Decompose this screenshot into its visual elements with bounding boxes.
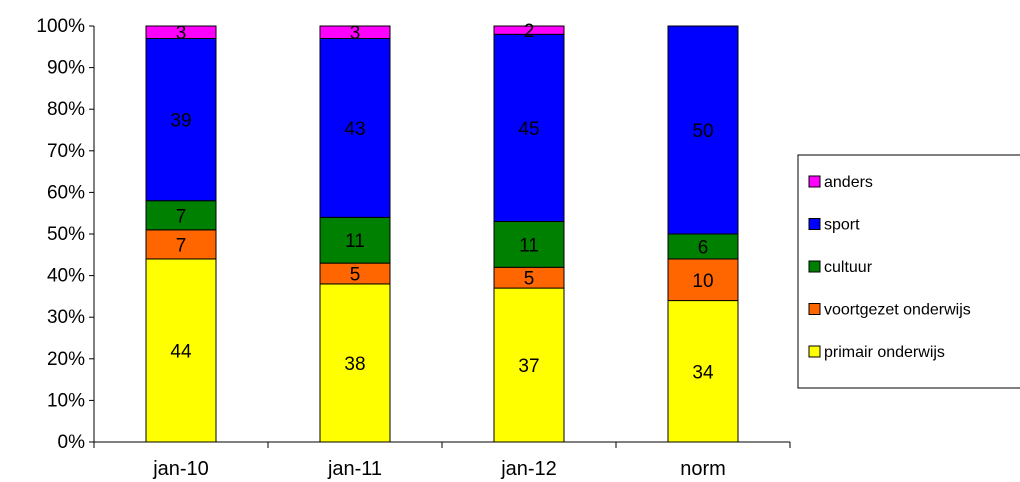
data-label: 7 (176, 206, 187, 227)
y-tick-label: 20% (47, 349, 85, 370)
legend-label: anders (824, 174, 873, 191)
data-label: 11 (519, 235, 539, 256)
bar-segment-4-jan-10 (145, 37, 217, 202)
y-tick-label: 0% (58, 432, 86, 453)
bar-segment-5-jan-12 (493, 25, 565, 35)
data-label: 43 (344, 119, 365, 140)
data-label: 39 (170, 111, 191, 132)
data-label: 5 (524, 269, 535, 290)
y-tick-label: 30% (47, 307, 85, 328)
legend-label: sport (824, 217, 860, 234)
data-label: 45 (518, 119, 539, 140)
data-label: 10 (692, 271, 713, 292)
legend-label: primair onderwijs (824, 344, 945, 361)
legend-swatch (808, 260, 821, 273)
bar-segment-5-jan-11 (319, 25, 391, 39)
data-label: 3 (350, 23, 361, 44)
bar-segment-4-norm (667, 25, 739, 235)
data-label: 37 (518, 356, 539, 377)
data-label: 38 (344, 354, 365, 375)
bar-segment-1-jan-11 (319, 283, 391, 443)
data-label: 34 (692, 362, 714, 383)
data-label: 7 (176, 235, 187, 256)
y-tick-label: 10% (47, 390, 85, 411)
bar-segment-1-norm (667, 300, 739, 443)
bar-segment-4-jan-11 (319, 37, 391, 218)
bar-segment-4-jan-12 (493, 33, 565, 223)
y-tick-label: 80% (47, 99, 85, 120)
y-tick-label: 40% (47, 266, 85, 287)
data-label: 5 (350, 265, 361, 286)
bar-segment-2-jan-10 (145, 229, 217, 260)
legend-label: voortgezet onderwijs (824, 302, 971, 319)
bar-segment-2-norm (667, 258, 739, 302)
data-label: 11 (345, 231, 365, 252)
legend-swatch (808, 218, 821, 230)
bar-segment-3-norm (667, 233, 739, 260)
legend: anders sport cultuur voortgezet onderwijs pr… (797, 154, 1020, 389)
legend-box (797, 154, 1020, 389)
bars: 44 7 7 39 3 38 5 11 43 3 37 5 11 45 2 34 10 6 50 (145, 21, 739, 443)
data-label: 50 (692, 121, 713, 142)
y-tick-label: 100% (36, 16, 85, 37)
category-label: norm (680, 458, 726, 480)
data-label: 3 (176, 23, 187, 44)
y-tick-label: 50% (47, 224, 85, 245)
legend-label: cultuur (824, 259, 873, 276)
y-tick-label: 90% (47, 58, 85, 79)
legend-swatch (808, 175, 821, 188)
data-label: 6 (698, 237, 709, 258)
legend-swatch (808, 303, 821, 315)
category-label: jan-12 (500, 458, 557, 480)
y-tick-label: 70% (47, 141, 85, 162)
category-label: jan-11 (327, 458, 382, 480)
y-tick-label: 60% (47, 182, 85, 203)
bar-segment-5-jan-10 (145, 25, 217, 39)
bar-segment-1-jan-12 (493, 287, 565, 443)
bar-segment-3-jan-10 (145, 200, 217, 231)
data-label: 2 (524, 21, 535, 42)
data-label: 44 (170, 341, 192, 362)
legend-swatch (808, 345, 821, 358)
category-label: jan-10 (152, 458, 209, 480)
